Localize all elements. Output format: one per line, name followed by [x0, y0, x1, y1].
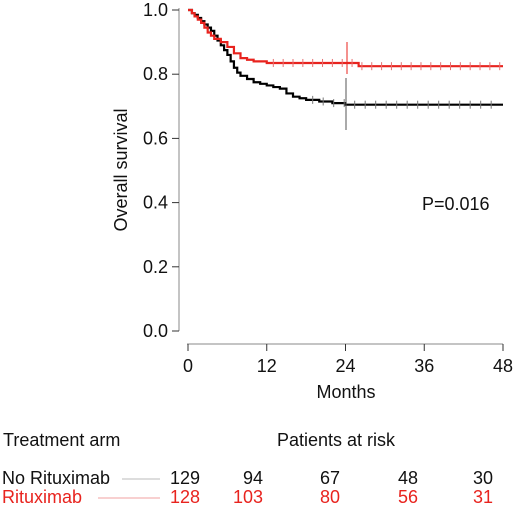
risk-value: 67 — [320, 468, 340, 488]
risk-value: 30 — [473, 468, 493, 488]
x-tick-label: 24 — [335, 356, 355, 376]
risk-value: 103 — [233, 487, 263, 506]
y-tick-label: 0.6 — [143, 128, 168, 148]
risk-value: 128 — [170, 487, 200, 506]
x-axis-label: Months — [316, 382, 375, 402]
risk-value: 94 — [243, 468, 263, 488]
x-tick-label: 48 — [493, 356, 513, 376]
y-tick-label: 0.0 — [143, 321, 168, 341]
risk-value: 80 — [320, 487, 340, 506]
x-ticks: 0 12 24 36 48 — [183, 344, 513, 376]
x-tick-label: 12 — [257, 356, 277, 376]
p-value-annotation: P=0.016 — [422, 194, 490, 214]
risk-value: 129 — [170, 468, 200, 488]
risk-header-patients: Patients at risk — [277, 430, 396, 450]
risk-row-label: No Rituximab — [2, 468, 110, 488]
risk-value: 56 — [398, 487, 418, 506]
survival-curves — [188, 8, 503, 106]
x-tick-label: 36 — [414, 356, 434, 376]
risk-value: 48 — [398, 468, 418, 488]
y-tick-label: 0.2 — [143, 257, 168, 277]
risk-value: 31 — [473, 487, 493, 506]
y-tick-label: 0.8 — [143, 64, 168, 84]
y-tick-label: 1.0 — [143, 0, 168, 20]
risk-header-treatment: Treatment arm — [3, 430, 120, 450]
risk-rows: No Rituximab 129 94 67 48 30 Rituximab 128 103 80… — [2, 468, 493, 506]
x-tick-label: 0 — [183, 356, 193, 376]
series-line-rituximab — [188, 8, 503, 68]
y-axis-label: Overall survival — [111, 108, 131, 231]
risk-row-label: Rituximab — [2, 487, 82, 506]
axes — [178, 8, 503, 345]
y-tick-label: 0.4 — [143, 193, 168, 213]
censor-marks — [272, 58, 501, 109]
y-ticks: 0.0 0.2 0.4 0.6 0.8 1.0 — [143, 0, 179, 341]
